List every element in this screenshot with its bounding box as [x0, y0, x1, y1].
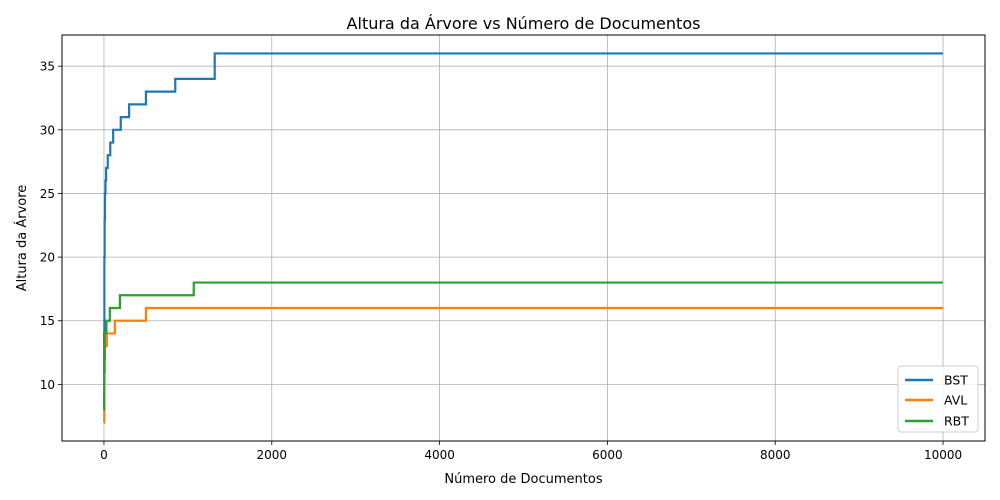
y-tick-label: 15: [40, 314, 55, 328]
y-tick-label: 20: [40, 251, 55, 265]
y-tick-label: 10: [40, 378, 55, 392]
y-tick-label: 35: [40, 60, 55, 74]
x-tick-label: 10000: [924, 448, 962, 462]
x-tick-label: 0: [100, 448, 108, 462]
legend: BST AVL RBT: [897, 365, 979, 433]
axis-ticks: 0 2000 4000 6000 8000 10000 10 15 20 25 30 35: [40, 60, 962, 462]
x-tick-label: 4000: [424, 448, 455, 462]
x-tick-label: 8000: [760, 448, 791, 462]
y-tick-label: 25: [40, 187, 55, 201]
chart-title: Altura da Árvore vs Número de Documentos: [347, 14, 701, 33]
series-line-bst: [103, 52, 944, 411]
x-tick-label: 2000: [256, 448, 287, 462]
legend-label-rbt: RBT: [944, 414, 969, 429]
plot-frame: [61, 34, 986, 442]
x-tick-label: 6000: [592, 448, 623, 462]
grid: [62, 35, 985, 441]
series-line-rbt: [103, 281, 944, 411]
x-axis-label: Número de Documentos: [444, 472, 602, 487]
legend-label-avl: AVL: [944, 393, 967, 408]
legend-label-bst: BST: [944, 373, 968, 388]
legend-box: [897, 365, 979, 433]
y-tick-label: 30: [40, 123, 55, 137]
y-axis-label: Altura da Árvore: [14, 185, 30, 292]
series-lines: [103, 52, 944, 424]
